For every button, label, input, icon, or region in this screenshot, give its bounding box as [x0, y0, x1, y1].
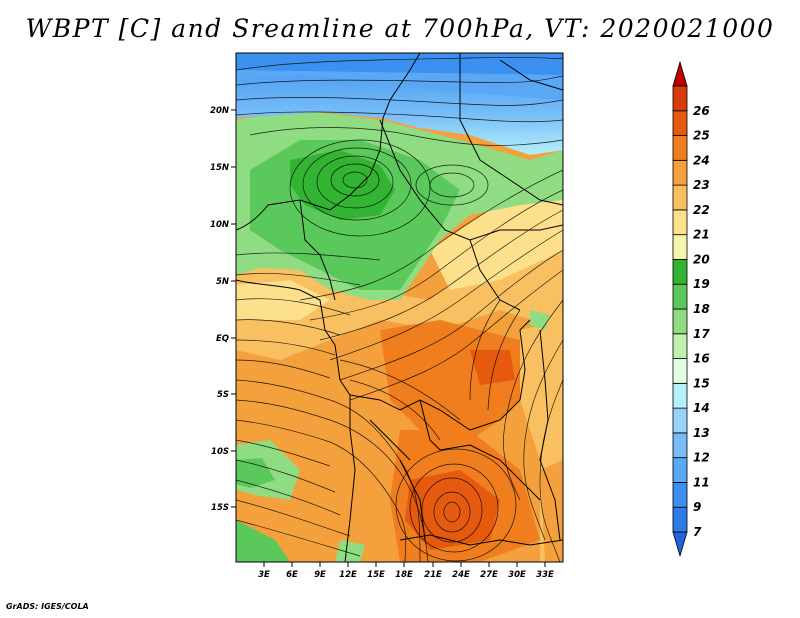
map-frame: [235, 52, 564, 563]
colorbar-segment: [672, 333, 688, 359]
colorbar-label: 9: [693, 500, 701, 514]
lon-label: 9E: [314, 570, 326, 580]
colorbar-label: 19: [693, 277, 710, 291]
lon-label: 12E: [339, 570, 357, 580]
colorbar-label: 21: [693, 228, 710, 242]
lon-label: 18E: [395, 570, 413, 580]
lon-label: 3E: [258, 570, 270, 580]
colorbar-label: 17: [693, 327, 710, 341]
colorbar-segment: [672, 85, 688, 112]
lon-label: 24E: [452, 570, 470, 580]
colorbar-segment: [672, 283, 688, 310]
colorbar-label: 7: [693, 525, 702, 539]
lat-label: 5S: [217, 390, 229, 400]
lon-label: 15E: [367, 570, 385, 580]
colorbar-max-triangle: [672, 60, 688, 87]
colorbar-label: 13: [693, 426, 710, 440]
colorbar-segment: [672, 209, 688, 236]
lat-label: 15S: [211, 503, 229, 513]
lat-label: 5N: [216, 277, 229, 287]
colorbar-segment: [672, 482, 688, 508]
lon-label: 27E: [480, 570, 498, 580]
colorbar-segment: [672, 184, 688, 211]
colorbar-label: 25: [693, 129, 710, 143]
colorbar-segment: [672, 432, 688, 459]
colorbar-label: 12: [693, 451, 710, 465]
country-borders: [236, 53, 563, 562]
colorbar-segment: [672, 457, 688, 483]
colorbar-segment: [672, 110, 688, 136]
lat-label: 15N: [210, 163, 229, 173]
lat-label: 10S: [211, 447, 229, 457]
lon-label: 30E: [508, 570, 526, 580]
lat-label: 10N: [210, 220, 229, 230]
colorbar-label: 15: [693, 376, 710, 390]
colorbar-segment: [672, 308, 688, 335]
lat-label: EQ: [216, 334, 229, 344]
grads-credit: GrADS: IGES/COLA: [6, 602, 89, 611]
colorbar-label: 22: [693, 203, 710, 217]
colorbar-label: 26: [693, 104, 710, 118]
colorbar-min-triangle: [672, 531, 688, 558]
lat-label: 20N: [210, 106, 229, 116]
lon-label: 21E: [424, 570, 442, 580]
colorbar-segment: [672, 358, 688, 384]
colorbar-segment: [672, 506, 688, 533]
lon-label: 33E: [536, 570, 554, 580]
colorbar-label: 16: [693, 352, 710, 366]
colorbar-label: 23: [693, 178, 710, 192]
colorbar-label: 20: [693, 252, 710, 266]
lon-axis: 3E 6E 9E 12E 15E 18E 21E 24E 27E 30E 33E: [258, 562, 554, 580]
colorbar-segment: [672, 159, 688, 186]
colorbar-segment: [672, 407, 688, 434]
colorbar-label: 14: [693, 401, 710, 415]
colorbar-label: 18: [693, 302, 710, 316]
colorbar-segment: [672, 234, 688, 260]
lon-label: 6E: [286, 570, 298, 580]
colorbar-segment: [672, 259, 688, 285]
colorbar: 7 9 11 12 13 14 15 16 17 18 19 20 21 22 23 24 25 26: [672, 60, 710, 558]
chart-title: WBPT [C] and Sreamline at 700hPa, VT: 20…: [25, 14, 775, 43]
lat-axis: 20N 15N 10N 5N EQ 5S 10S 15S: [210, 106, 236, 513]
wbpt-field: [236, 53, 563, 562]
colorbar-label: 11: [693, 475, 710, 489]
colorbar-segment: [672, 135, 688, 161]
colorbar-segment: [672, 382, 688, 409]
colorbar-label: 24: [693, 153, 710, 167]
